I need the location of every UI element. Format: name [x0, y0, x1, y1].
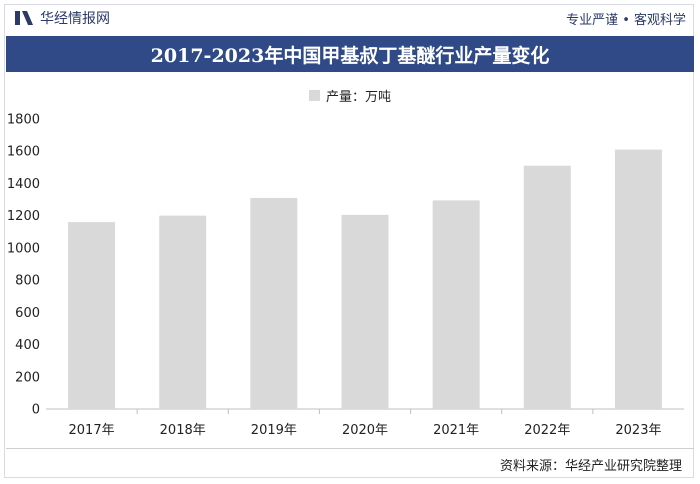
y-tick-label: 600 [15, 306, 40, 321]
x-tick-label: 2022年 [524, 423, 570, 438]
y-tick-label: 1400 [7, 177, 40, 192]
top-bar: 华经情报网 专业严谨 • 客观科学 [0, 0, 700, 34]
slogan: 专业严谨 • 客观科学 [566, 13, 686, 28]
bar [432, 200, 480, 409]
y-tick-label: 800 [15, 274, 40, 289]
x-tick-label: 2018年 [160, 423, 206, 438]
y-tick-label: 1000 [7, 241, 40, 256]
legend-label: 产量：万吨 [325, 90, 391, 105]
y-tick-label: 200 [15, 370, 40, 385]
y-tick-label: 1600 [7, 145, 40, 160]
y-tick-label: 400 [15, 338, 40, 353]
brand: 华经情报网 [14, 8, 110, 28]
chart-title: 2017-2023年中国甲基叔丁基醚行业产量变化 [150, 44, 550, 67]
brand-logo-icon [15, 11, 33, 25]
brand-name: 华经情报网 [40, 11, 110, 27]
y-tick-label: 1200 [7, 209, 40, 224]
x-tick-label: 2020年 [342, 423, 388, 438]
x-tick-label: 2023年 [615, 423, 661, 438]
bar [250, 197, 298, 409]
footer-divider [6, 448, 694, 449]
x-tick-label: 2021年 [433, 423, 479, 438]
legend-swatch [308, 90, 320, 101]
y-tick-label: 0 [32, 403, 40, 418]
chart-title-bar: 2017-2023年中国甲基叔丁基醚行业产量变化 [6, 36, 694, 72]
bar [68, 222, 116, 409]
source-note: 资料来源：华经产业研究院整理 [499, 459, 682, 474]
y-tick-label: 1800 [7, 113, 40, 128]
legend: 产量：万吨 [0, 86, 700, 105]
x-tick-label: 2019年 [251, 423, 297, 438]
bar [341, 214, 389, 409]
x-tick-label: 2017年 [69, 423, 115, 438]
bar [159, 215, 207, 409]
bar [523, 165, 571, 409]
bar [614, 149, 662, 409]
